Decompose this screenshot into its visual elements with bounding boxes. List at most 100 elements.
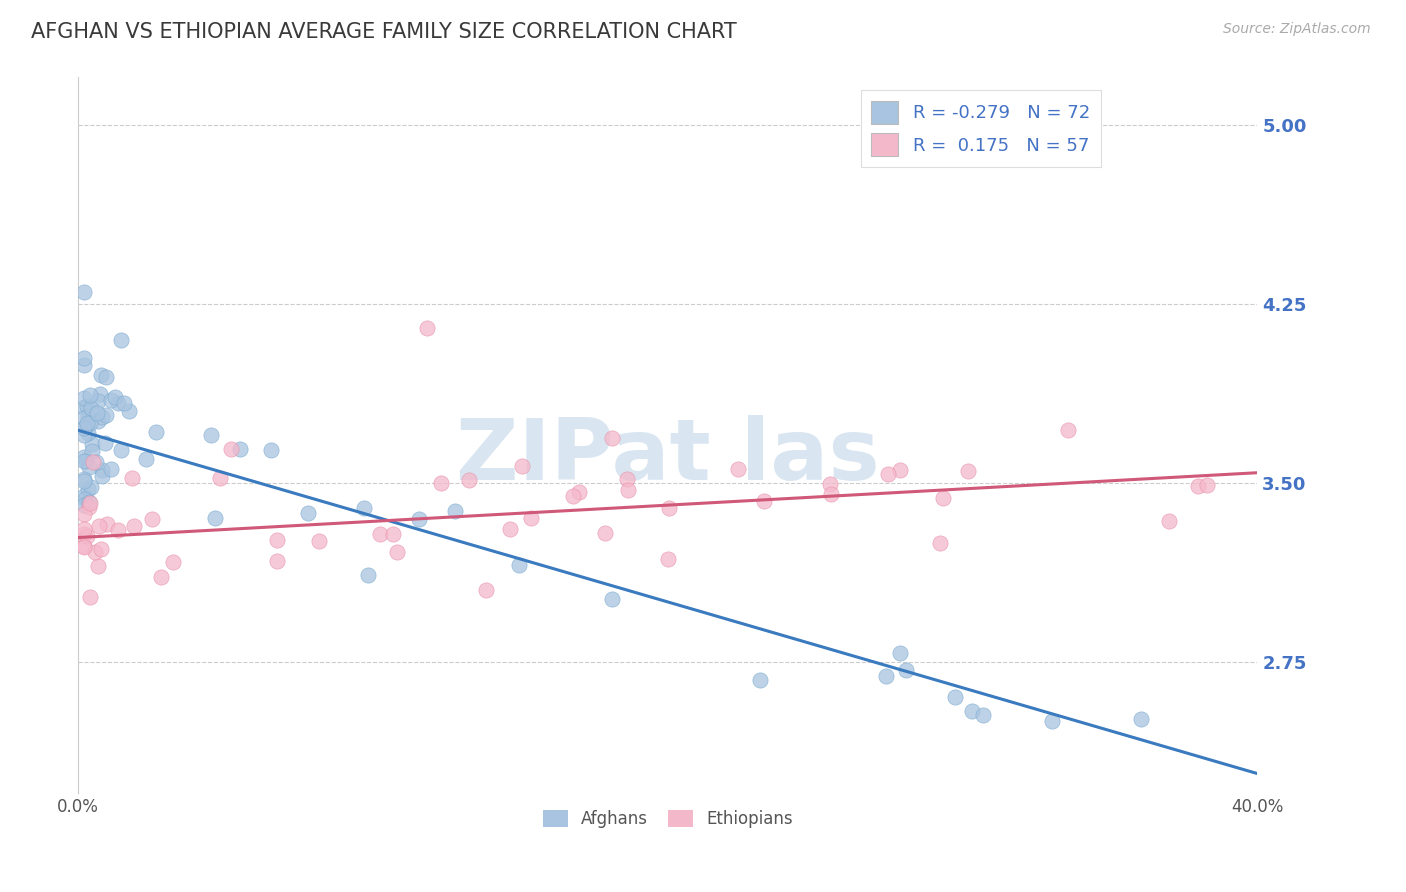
Point	[121, 471, 143, 485]
Point	[595, 525, 617, 540]
Point	[79, 388, 101, 402]
Point	[266, 554, 288, 568]
Point	[73, 428, 96, 442]
Point	[458, 473, 481, 487]
Point	[875, 669, 897, 683]
Point	[104, 391, 127, 405]
Point	[94, 370, 117, 384]
Point	[87, 518, 110, 533]
Point	[73, 507, 96, 521]
Point	[118, 404, 141, 418]
Point	[86, 406, 108, 420]
Point	[87, 414, 110, 428]
Point	[73, 359, 96, 373]
Point	[820, 477, 842, 491]
Point	[79, 591, 101, 605]
Point	[91, 468, 114, 483]
Point	[73, 285, 96, 299]
Point	[124, 519, 146, 533]
Point	[368, 527, 391, 541]
Text: Source: ZipAtlas.com: Source: ZipAtlas.com	[1223, 22, 1371, 37]
Legend: Afghans, Ethiopians: Afghans, Ethiopians	[536, 803, 800, 834]
Point	[79, 500, 101, 515]
Point	[204, 511, 226, 525]
Point	[76, 399, 98, 413]
Point	[928, 536, 950, 550]
Point	[76, 529, 98, 543]
Point	[820, 487, 842, 501]
Point	[510, 458, 533, 473]
Point	[82, 455, 104, 469]
Point	[657, 552, 679, 566]
Point	[141, 512, 163, 526]
Point	[416, 320, 439, 334]
Point	[73, 474, 96, 488]
Point	[150, 570, 173, 584]
Point	[91, 463, 114, 477]
Point	[520, 511, 543, 525]
Text: ZIPat las: ZIPat las	[456, 415, 880, 498]
Point	[110, 333, 132, 347]
Point	[266, 533, 288, 548]
Point	[162, 555, 184, 569]
Point	[76, 425, 98, 440]
Point	[896, 663, 918, 677]
Text: AFGHAN VS ETHIOPIAN AVERAGE FAMILY SIZE CORRELATION CHART: AFGHAN VS ETHIOPIAN AVERAGE FAMILY SIZE …	[31, 22, 737, 42]
Point	[408, 512, 430, 526]
Point	[957, 464, 980, 478]
Point	[80, 444, 103, 458]
Point	[568, 484, 591, 499]
Point	[200, 428, 222, 442]
Point	[79, 481, 101, 495]
Point	[474, 582, 496, 597]
Point	[79, 495, 101, 509]
Point	[73, 539, 96, 553]
Point	[75, 491, 97, 506]
Point	[209, 471, 232, 485]
Point	[80, 401, 103, 415]
Point	[1130, 712, 1153, 726]
Point	[73, 540, 96, 554]
Point	[76, 416, 98, 430]
Point	[83, 544, 105, 558]
Point	[100, 462, 122, 476]
Point	[145, 425, 167, 439]
Point	[73, 489, 96, 503]
Point	[75, 418, 97, 433]
Point	[107, 523, 129, 537]
Point	[385, 544, 408, 558]
Point	[877, 467, 900, 482]
Point	[600, 430, 623, 444]
Point	[353, 501, 375, 516]
Point	[727, 461, 749, 475]
Point	[357, 567, 380, 582]
Point	[1159, 515, 1181, 529]
Point	[73, 391, 96, 405]
Point	[100, 393, 122, 408]
Point	[91, 410, 114, 425]
Point	[80, 437, 103, 451]
Point	[84, 455, 107, 469]
Point	[308, 534, 330, 549]
Point	[73, 421, 96, 435]
Point	[94, 435, 117, 450]
Point	[73, 527, 96, 541]
Point	[73, 499, 96, 513]
Point	[73, 450, 96, 464]
Point	[79, 495, 101, 509]
Point	[297, 506, 319, 520]
Point	[75, 454, 97, 468]
Point	[107, 396, 129, 410]
Point	[73, 454, 96, 468]
Point	[617, 483, 640, 497]
Point	[444, 504, 467, 518]
Point	[77, 460, 100, 475]
Point	[382, 527, 405, 541]
Point	[1057, 423, 1080, 437]
Point	[1197, 478, 1219, 492]
Point	[972, 707, 994, 722]
Point	[602, 591, 624, 606]
Point	[96, 517, 118, 532]
Point	[135, 452, 157, 467]
Point	[87, 394, 110, 409]
